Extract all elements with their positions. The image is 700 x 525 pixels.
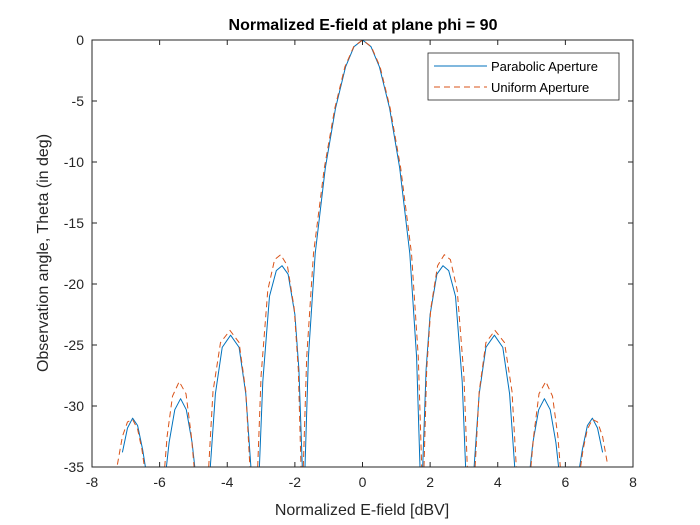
series-line-parabolic-aperture — [579, 417, 604, 467]
x-tick-label: -2 — [289, 474, 302, 490]
y-tick-label: -25 — [64, 337, 84, 353]
y-tick-label: -10 — [64, 154, 84, 170]
y-tick-label: -35 — [64, 459, 84, 475]
x-axis-label: Normalized E-field [dBV] — [275, 502, 449, 519]
series-line-uniform-aperture — [257, 254, 302, 467]
legend-label-parabolic-aperture: Parabolic Aperture — [491, 59, 598, 74]
y-axis-label: Observation angle, Theta (in deg) — [35, 134, 52, 372]
series-line-uniform-aperture — [580, 418, 609, 467]
x-tick-label: -6 — [153, 474, 166, 490]
plot-background — [92, 40, 633, 467]
legend: Parabolic Aperture Uniform Aperture — [427, 52, 620, 101]
series-line-uniform-aperture — [530, 381, 561, 467]
y-tick-label: -5 — [72, 93, 85, 109]
x-tick-label: -4 — [221, 474, 234, 490]
series-line-uniform-aperture — [474, 329, 517, 467]
x-tick-label: 4 — [494, 474, 502, 490]
series-line-parabolic-aperture — [121, 417, 146, 467]
y-tick-label: 0 — [76, 32, 84, 48]
series-line-uniform-aperture — [164, 381, 195, 467]
y-tick-label: -20 — [64, 276, 84, 292]
series-line-parabolic-aperture — [209, 334, 252, 467]
x-tick-label: 8 — [629, 474, 637, 490]
series-line-parabolic-aperture — [304, 40, 421, 467]
series-line-uniform-aperture — [116, 418, 145, 467]
series-line-uniform-aperture — [208, 329, 251, 467]
x-tick-label: 6 — [561, 474, 569, 490]
x-tick-label: 2 — [426, 474, 434, 490]
x-tick-label: -8 — [86, 474, 99, 490]
y-tick-label: -30 — [64, 398, 84, 414]
legend-box — [427, 52, 620, 101]
plot-area — [91, 39, 634, 468]
series-line-uniform-aperture — [423, 254, 468, 467]
x-tick-label: 0 — [359, 474, 367, 490]
chart-title: Normalized E-field at plane phi = 90 — [229, 17, 498, 34]
series-line-uniform-aperture — [302, 40, 423, 467]
y-tick-label: -15 — [64, 215, 84, 231]
axes-box — [91, 39, 634, 468]
series-layer — [116, 40, 609, 467]
legend-label-uniform-aperture: Uniform Aperture — [491, 80, 589, 95]
